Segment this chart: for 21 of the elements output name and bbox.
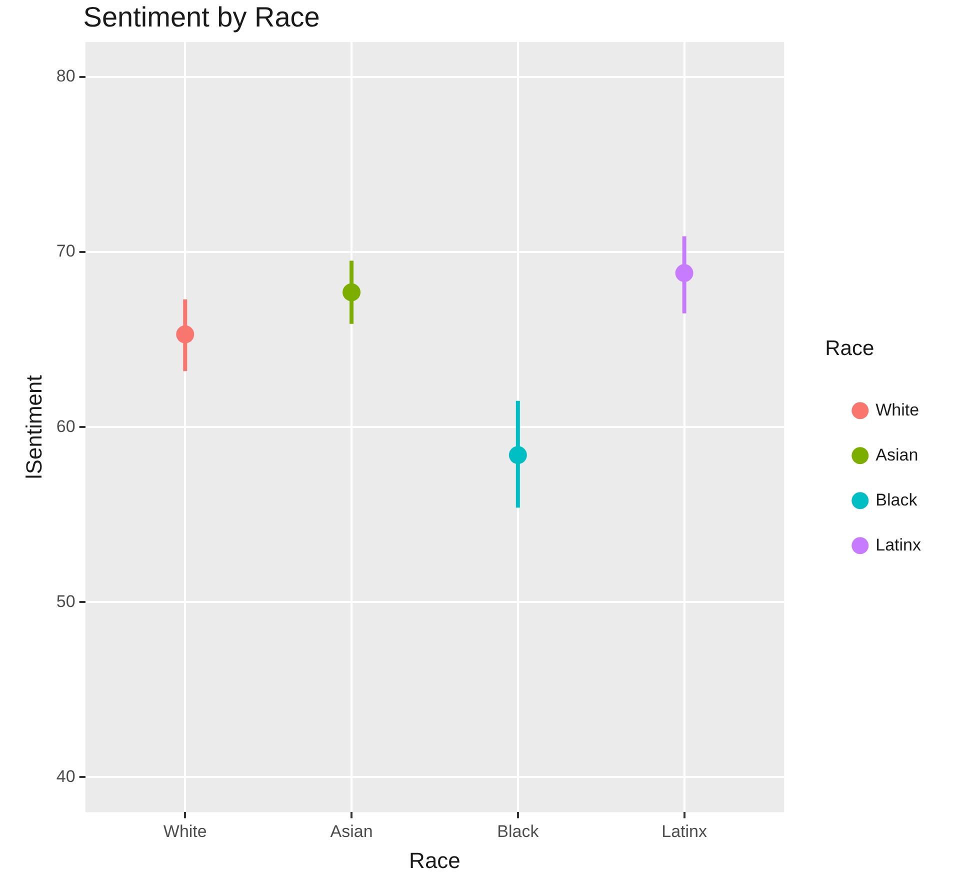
y-axis-title: lSentiment — [21, 375, 46, 480]
point — [342, 283, 361, 302]
x-tick-label: Asian — [330, 822, 373, 842]
point — [176, 325, 194, 344]
y-tick-label: 70 — [56, 242, 76, 261]
y-tick-label: 80 — [56, 66, 76, 86]
chart-title: Sentiment by Race — [83, 2, 320, 33]
legend-label: Asian — [876, 445, 918, 464]
x-tick-label: Black — [497, 822, 540, 842]
y-tick-label: 50 — [56, 592, 76, 611]
legend-title: Race — [825, 337, 874, 360]
legend-label: White — [876, 400, 920, 420]
point — [675, 264, 694, 282]
x-axis-title: Race — [409, 848, 460, 873]
x-tick-label: White — [163, 822, 207, 842]
legend-label: Black — [876, 490, 918, 510]
x-tick-label: Latinx — [662, 822, 708, 842]
legend-label: Latinx — [876, 535, 922, 554]
y-tick-label: 40 — [56, 766, 76, 786]
y-tick-label: 60 — [56, 416, 76, 436]
point — [508, 446, 527, 464]
